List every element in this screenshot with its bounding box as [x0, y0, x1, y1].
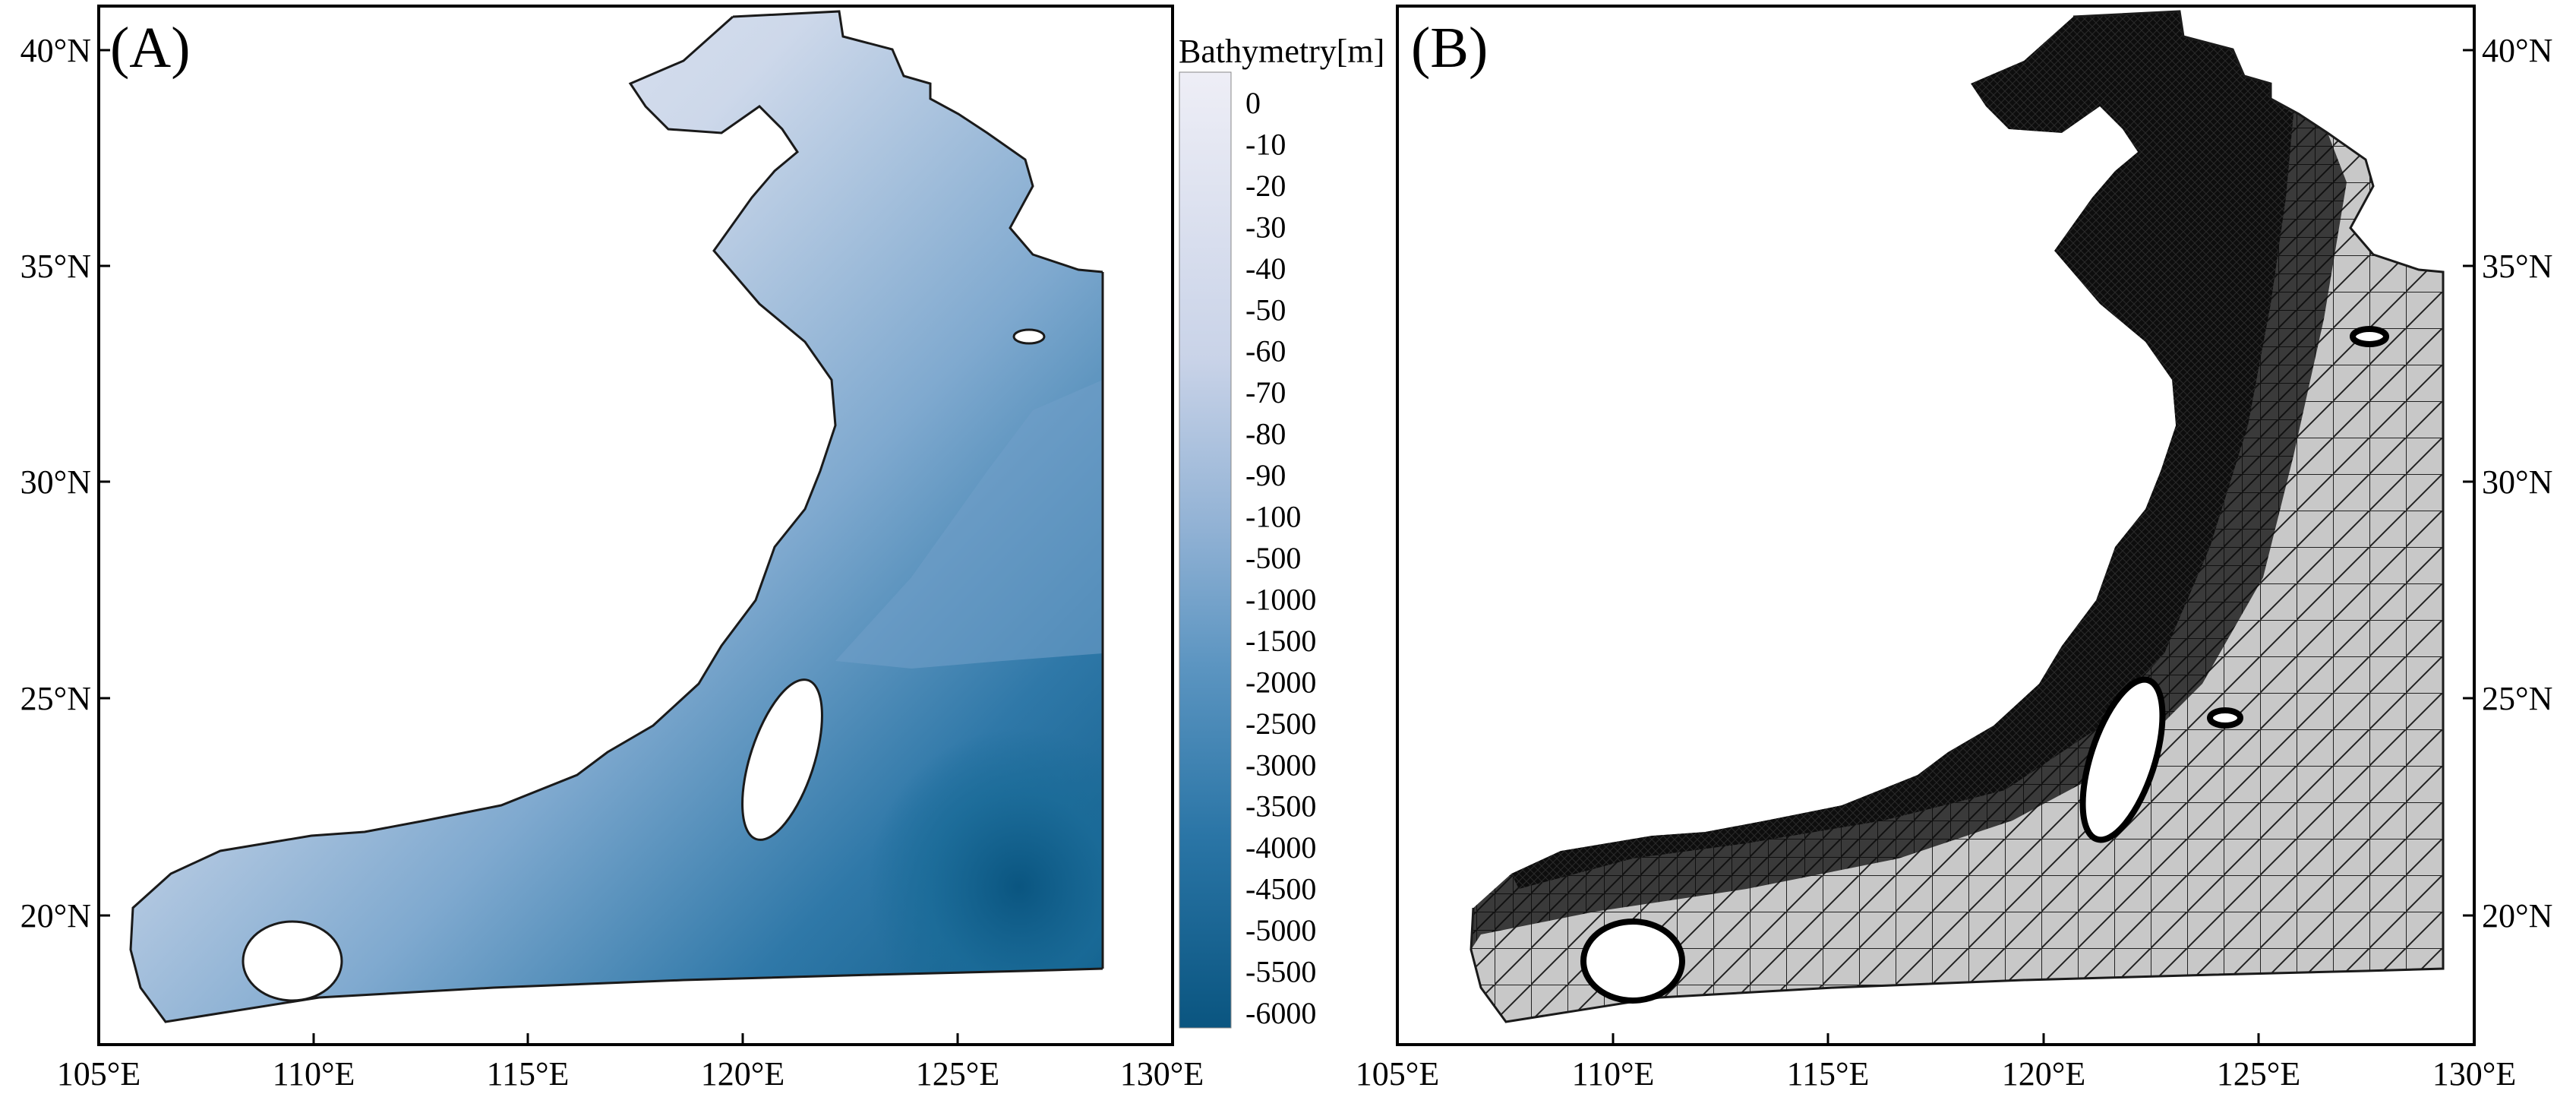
panel-a-label: (A) [110, 16, 191, 80]
panel-a-x-axis: 105°E 110°E 115°E 120°E 125°E 130°E [57, 1033, 1204, 1092]
panel-b-x-tick-label: 120°E [2002, 1055, 2085, 1092]
colorbar-level-label: -1000 [1245, 583, 1316, 617]
colorbar-level-label: -80 [1245, 417, 1286, 451]
panel-a-jeju-island [1012, 328, 1046, 345]
panel-b-x-tick-label: 130°E [2432, 1055, 2516, 1092]
panel-a-taiwan-island [741, 678, 823, 841]
panel-b-x-tick-label: 125°E [2217, 1055, 2300, 1092]
colorbar-level-label: 0 [1245, 86, 1261, 120]
colorbar-level-label: -40 [1245, 251, 1286, 286]
colorbar-level-label: -30 [1245, 210, 1286, 244]
panel-a-y-tick-label: 20°N [21, 897, 91, 934]
panel-a-y-axis: 20°N 25°N 30°N 35°N 40°N [21, 32, 110, 934]
colorbar-level-label: -1500 [1245, 624, 1316, 658]
panel-a-y-tick-label: 25°N [21, 680, 91, 717]
colorbar-level-label: -2500 [1245, 707, 1316, 741]
panel-b-y-tick-label: 35°N [2482, 248, 2552, 285]
colorbar-bar [1179, 71, 1232, 1029]
panel-b-y-tick-label: 30°N [2482, 463, 2552, 501]
panel-a-x-tick-label: 110°E [273, 1055, 355, 1092]
colorbar-level-label: -3500 [1245, 789, 1316, 824]
panel-b-mesh-bohai-dense [1944, 11, 2271, 133]
colorbar-level-label: -90 [1245, 458, 1286, 492]
colorbar-level-label: -70 [1245, 375, 1286, 409]
panel-b-taiwan-island [2079, 676, 2166, 843]
colorbar-level-label: -20 [1245, 169, 1286, 203]
panel-b: (B) 105°E 110°E 115°E 120°E 125°E 130°E … [1356, 5, 2552, 1092]
colorbar-level-label: -3000 [1245, 748, 1316, 782]
colorbar-level-label: -6000 [1245, 996, 1316, 1030]
colorbar-title: Bathymetry[m] [1179, 33, 1384, 70]
panel-a-coastline [129, 10, 1103, 1023]
colorbar-level-label: -4500 [1245, 872, 1316, 906]
panel-b-jeju-island [2350, 326, 2389, 347]
panel-b-x-tick-label: 110°E [1572, 1055, 1655, 1092]
panel-a-mainland [99, 17, 835, 908]
colorbar-level-label: -5000 [1245, 913, 1316, 947]
colorbar-level-label: -10 [1245, 128, 1286, 162]
panel-b-y-axis: 20°N 25°N 30°N 35°N 40°N [2463, 32, 2552, 934]
panel-a-okinawa-trough [835, 380, 1103, 669]
colorbar-labels: 0 -10 -20 -30 -40 -50 -60 -70 -80 -90 -100 -500 -100… [1245, 86, 1316, 1030]
panel-a-x-tick-label: 115°E [487, 1055, 570, 1092]
panel-b-x-axis: 105°E 110°E 115°E 120°E 125°E 130°E [1356, 1033, 2516, 1092]
panel-b-label: (B) [1411, 16, 1488, 80]
panel-a-x-tick-label: 120°E [701, 1055, 784, 1092]
panel-a-frame [97, 5, 1174, 1046]
panel-b-mesh-dense [1511, 11, 2293, 889]
panel-a-y-tick-label: 35°N [21, 248, 91, 285]
panel-b-y-tick-label: 20°N [2482, 897, 2552, 934]
panel-a-sea-domain [131, 11, 1103, 1022]
panel-b-y-tick-label: 40°N [2482, 32, 2552, 69]
panel-b-ryukyu-cluster [2207, 707, 2243, 729]
colorbar-level-label: -50 [1245, 292, 1286, 327]
colorbar-level-label: -2000 [1245, 665, 1316, 699]
colorbar-level-label: -60 [1245, 334, 1286, 368]
panel-a-deep-basin [767, 623, 1103, 975]
bathymetry-colorbar: Bathymetry[m] 0 -10 -20 -30 -40 -50 -60 -70 -80 -… [1176, 29, 1393, 1030]
panel-b-x-tick-label: 115°E [1787, 1055, 1870, 1092]
panel-b-hainan-island [1580, 919, 1685, 1004]
panel-a-x-tick-label: 125°E [916, 1055, 999, 1092]
colorbar-level-label: -500 [1245, 541, 1301, 575]
panel-a-hainan-island [242, 920, 343, 1002]
panel-b-frame [1396, 5, 2476, 1046]
panel-a-x-tick-label: 105°E [57, 1055, 140, 1092]
panel-a-y-tick-label: 40°N [21, 32, 91, 69]
panel-a: (A) 105°E 110°E 115°E 120°E 125°E 130°E … [21, 5, 1204, 1092]
colorbar-level-label: -4000 [1245, 830, 1316, 865]
panel-a-y-tick-label: 30°N [21, 463, 91, 501]
colorbar-level-label: -5500 [1245, 955, 1316, 989]
colorbar-level-label: -100 [1245, 500, 1301, 534]
panel-a-x-tick-label: 130°E [1120, 1055, 1204, 1092]
panel-b-mainland [1397, 17, 2176, 908]
panel-b-x-tick-label: 105°E [1356, 1055, 1439, 1092]
colorbar-title-bg [1176, 29, 1393, 71]
panel-b-y-tick-label: 25°N [2482, 680, 2552, 717]
